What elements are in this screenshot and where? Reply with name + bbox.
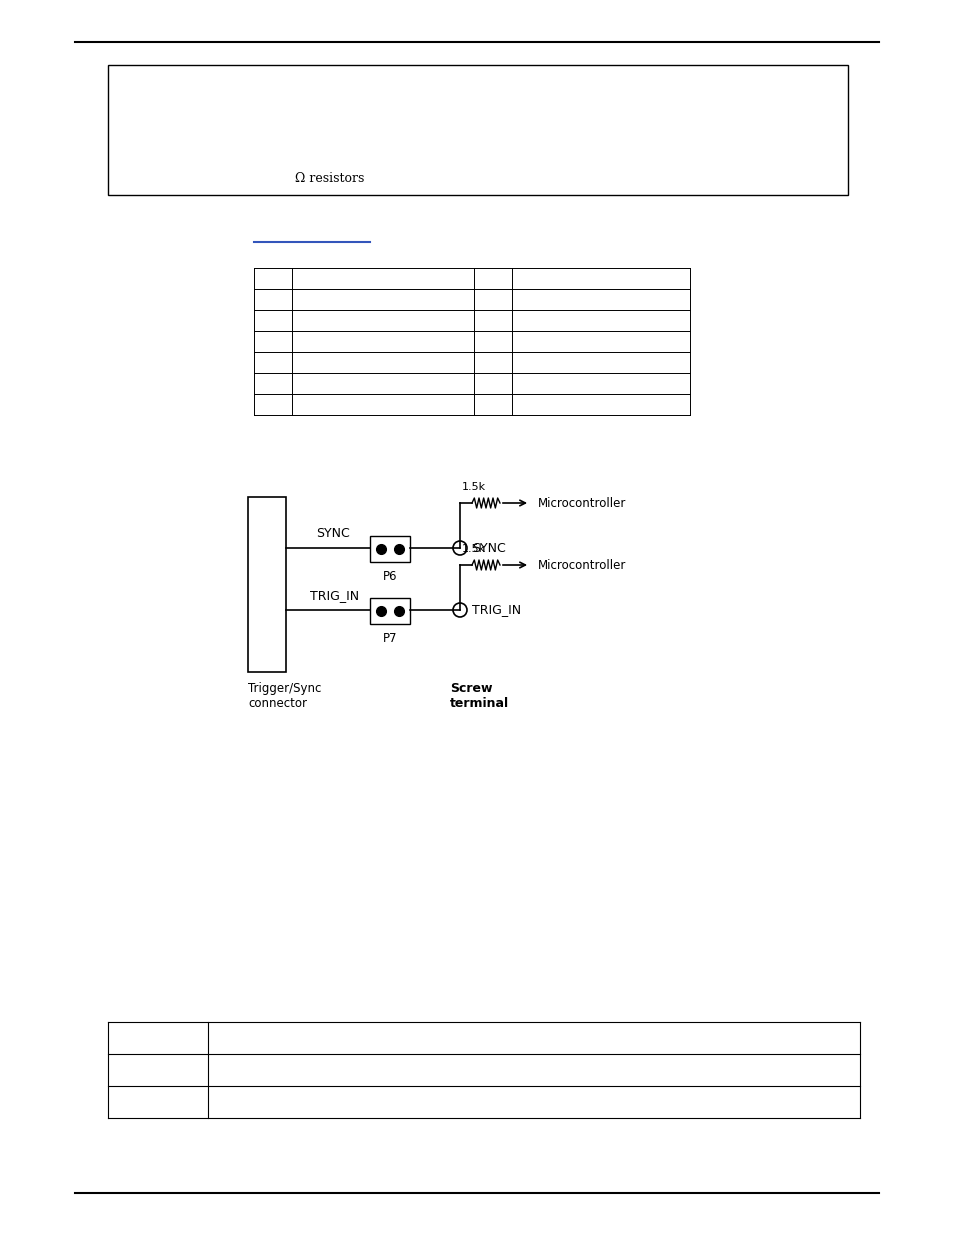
Text: 1.5k: 1.5k	[461, 543, 486, 555]
Text: SYNC: SYNC	[472, 541, 505, 555]
Bar	[370, 598, 410, 624]
Text: Microcontroller: Microcontroller	[537, 496, 626, 510]
Text: 1.5k: 1.5k	[461, 482, 486, 492]
Text: Microcontroller: Microcontroller	[537, 558, 626, 572]
Bar	[370, 536, 410, 562]
Text: connector: connector	[248, 697, 307, 710]
Text: Screw: Screw	[450, 682, 492, 695]
Text: TRIG_IN: TRIG_IN	[310, 589, 358, 601]
Text: P7: P7	[382, 632, 396, 645]
Bar	[108, 65, 847, 195]
Bar	[248, 496, 286, 672]
Text: TRIG_IN: TRIG_IN	[472, 604, 520, 616]
Text: Ω resistors: Ω resistors	[294, 172, 364, 184]
Text: Trigger/Sync: Trigger/Sync	[248, 682, 321, 695]
Text: P6: P6	[382, 571, 396, 583]
Text: SYNC: SYNC	[315, 527, 350, 540]
Text: terminal: terminal	[450, 697, 509, 710]
